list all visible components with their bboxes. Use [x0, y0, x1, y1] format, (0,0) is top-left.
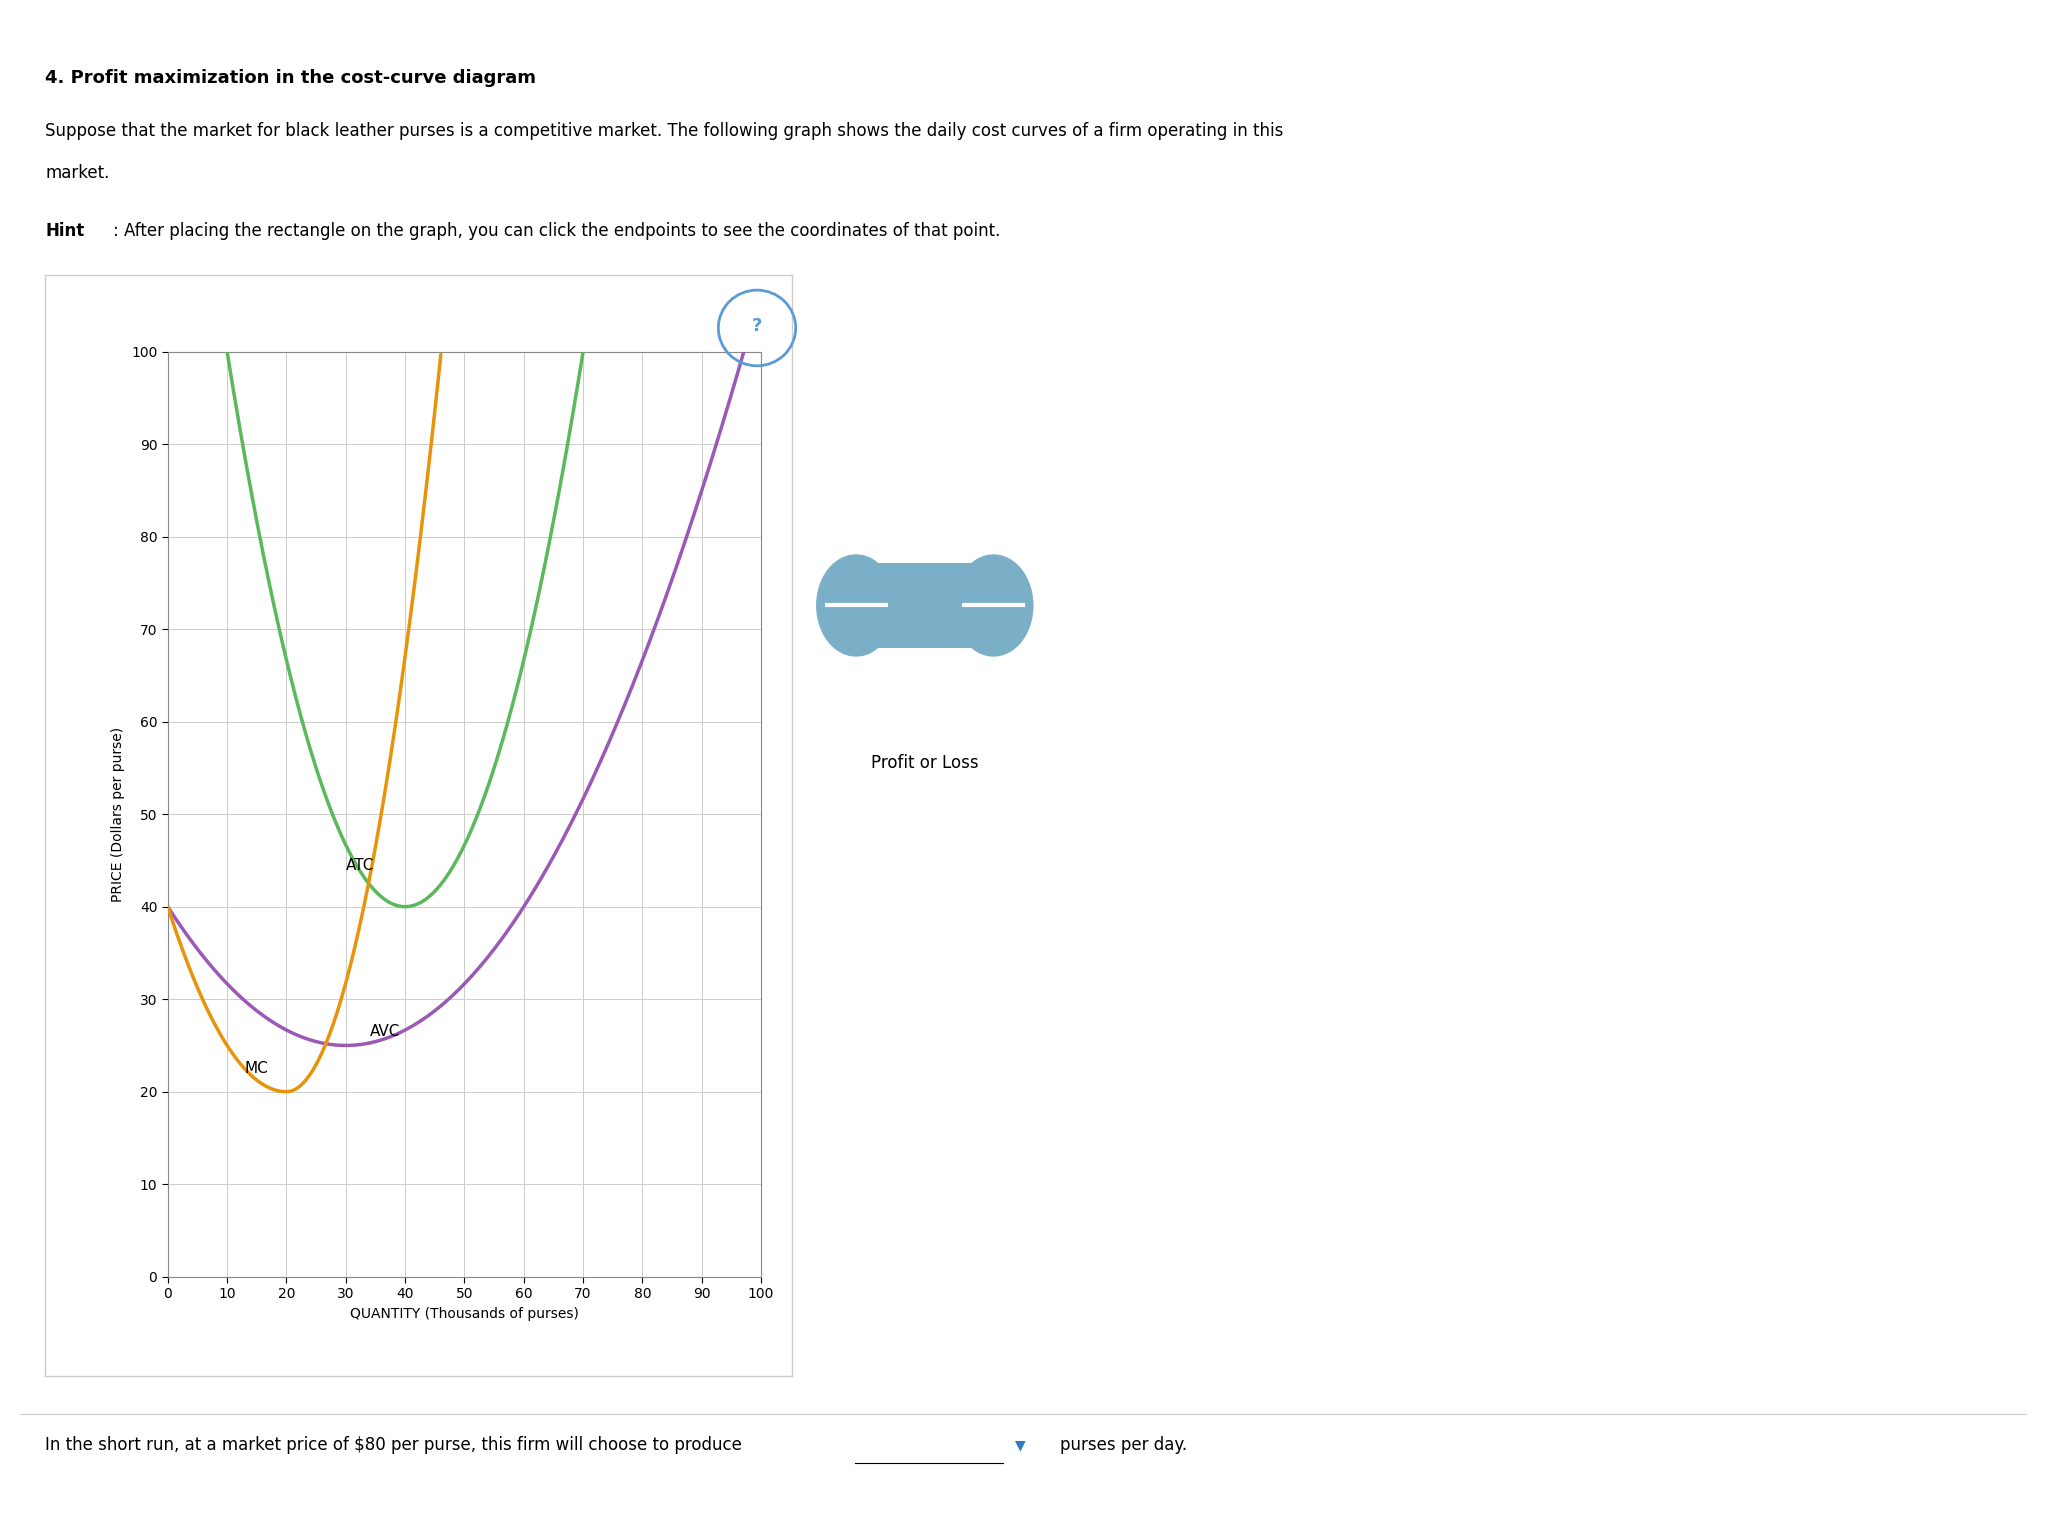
- Text: purses per day.: purses per day.: [1060, 1436, 1187, 1454]
- Text: AVC: AVC: [370, 1024, 399, 1040]
- Y-axis label: PRICE (Dollars per purse): PRICE (Dollars per purse): [110, 726, 125, 902]
- FancyBboxPatch shape: [855, 563, 994, 648]
- Text: Profit or Loss: Profit or Loss: [872, 754, 978, 772]
- Text: MC: MC: [246, 1061, 268, 1076]
- Text: : After placing the rectangle on the graph, you can click the endpoints to see t: : After placing the rectangle on the gra…: [113, 222, 1000, 240]
- Text: ?: ?: [751, 318, 763, 335]
- Text: ATC: ATC: [346, 858, 374, 873]
- X-axis label: QUANTITY (Thousands of purses): QUANTITY (Thousands of purses): [350, 1307, 579, 1321]
- Ellipse shape: [953, 555, 1033, 656]
- Ellipse shape: [816, 555, 896, 656]
- Text: In the short run, at a market price of $80 per purse, this firm will choose to p: In the short run, at a market price of $…: [45, 1436, 743, 1454]
- Text: Suppose that the market for black leather purses is a competitive market. The fo: Suppose that the market for black leathe…: [45, 122, 1283, 141]
- Text: market.: market.: [45, 164, 108, 182]
- Text: Hint: Hint: [45, 222, 84, 240]
- Text: ▼: ▼: [1015, 1437, 1025, 1453]
- Text: 4. Profit maximization in the cost-curve diagram: 4. Profit maximization in the cost-curve…: [45, 69, 536, 87]
